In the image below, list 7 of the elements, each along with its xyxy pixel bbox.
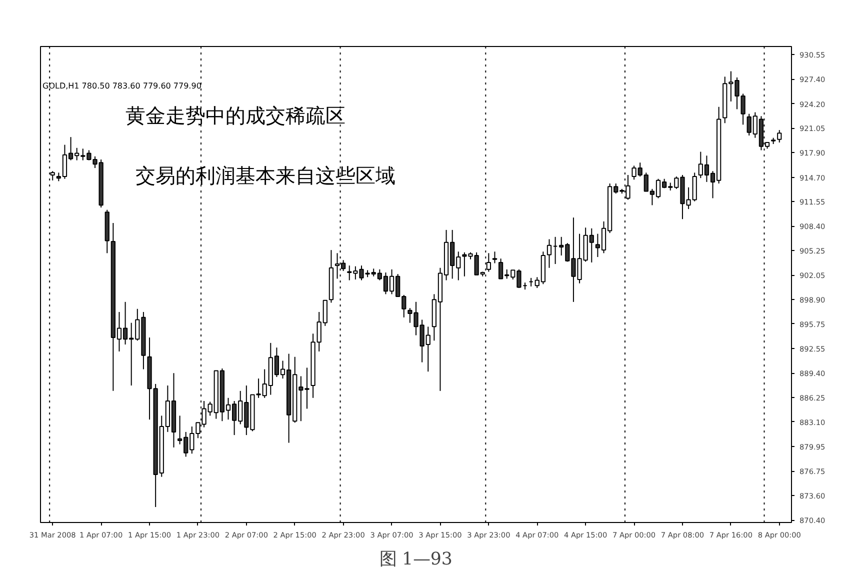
candlestick	[492, 251, 498, 264]
candlestick	[777, 130, 782, 143]
text: 交易的利润基本来自这些区域	[136, 164, 396, 188]
annotation: GOLD,H1 780.50 783.60 779.60 779.90	[42, 82, 202, 90]
caption: 图 1—93	[380, 550, 452, 570]
candlestick	[546, 238, 552, 268]
text: 黄金走势中的成交稀疏区	[126, 104, 346, 128]
